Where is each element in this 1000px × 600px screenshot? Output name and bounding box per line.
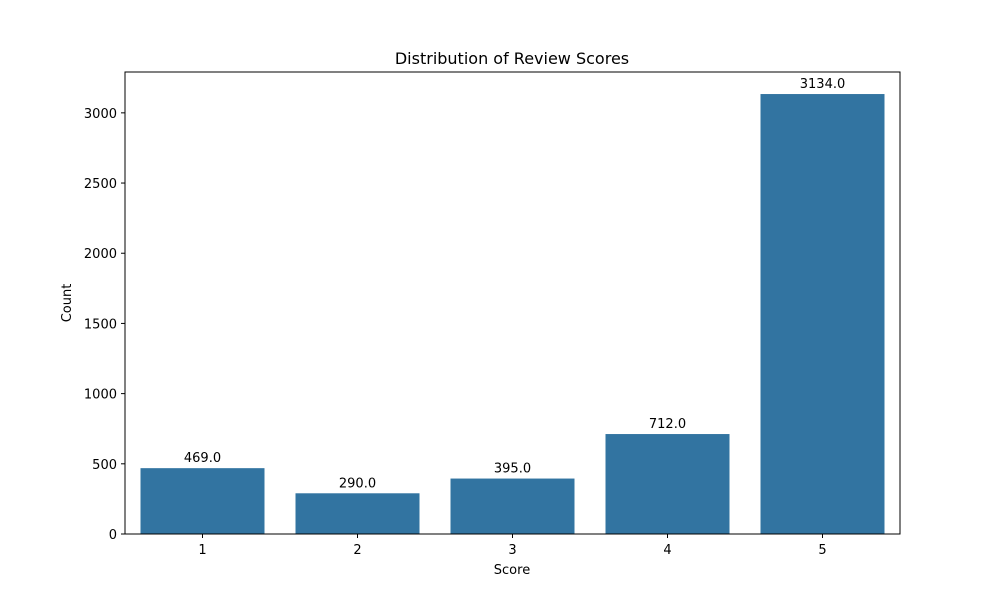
y-tick-label-3000: 3000 — [84, 107, 117, 122]
x-tick-label-5: 5 — [818, 543, 826, 558]
x-tick-label-2: 2 — [353, 543, 361, 558]
y-axis-label: Count — [60, 284, 75, 323]
bars-group — [140, 94, 885, 535]
bar-5 — [760, 94, 885, 535]
x-tick-label-4: 4 — [663, 543, 671, 558]
x-axis-label: Score — [494, 563, 530, 578]
data-label-1: 469.0 — [184, 451, 221, 466]
x-axis: 1 2 3 4 5 — [198, 534, 827, 558]
data-label-4: 712.0 — [649, 417, 686, 432]
bar-3 — [450, 478, 575, 534]
bar-4 — [605, 434, 730, 534]
x-tick-label-1: 1 — [198, 543, 206, 558]
x-tick-label-3: 3 — [508, 543, 516, 558]
y-tick-label-1500: 1500 — [84, 317, 117, 332]
bar-1 — [140, 468, 265, 534]
y-tick-label-1000: 1000 — [84, 388, 117, 403]
data-label-3: 395.0 — [494, 462, 531, 477]
chart-title: Distribution of Review Scores — [395, 49, 629, 68]
y-axis: 0 500 1000 1500 2000 2500 3000 — [84, 107, 125, 543]
data-label-5: 3134.0 — [800, 77, 846, 92]
y-tick-label-2500: 2500 — [84, 177, 117, 192]
bar-2 — [295, 493, 420, 534]
plot-frame — [124, 71, 901, 535]
y-tick-label-500: 500 — [92, 458, 117, 473]
data-labels-group: 469.0 290.0 395.0 712.0 3134.0 — [184, 77, 845, 491]
y-tick-label-0: 0 — [109, 528, 117, 543]
data-label-2: 290.0 — [339, 476, 376, 491]
y-tick-label-2000: 2000 — [84, 247, 117, 262]
